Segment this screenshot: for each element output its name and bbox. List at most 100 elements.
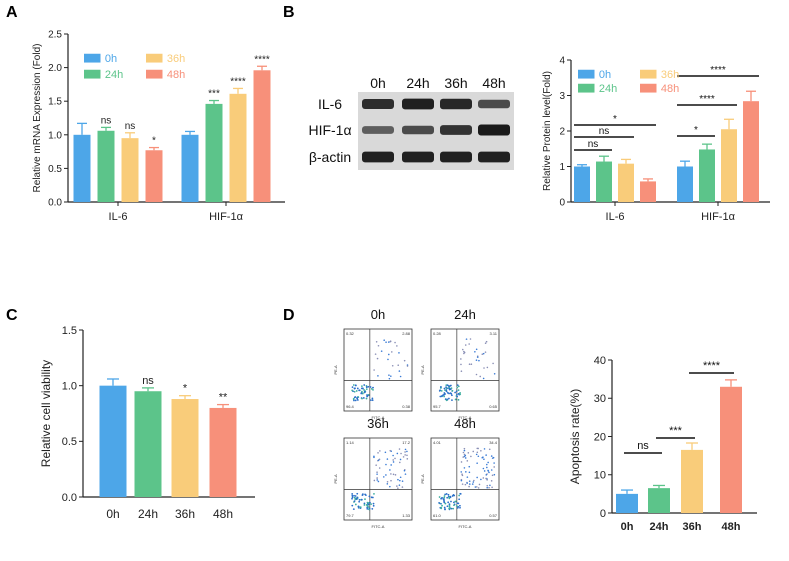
flow-dot [384,451,387,454]
flow-dot [351,389,354,392]
flow-dot [476,476,478,479]
flow-dot [364,391,366,394]
blot-band [362,98,394,110]
western-blot: 0h 24h 36h 48h IL-6 HIF-1α β-actin [308,75,514,170]
chart-a: 0.0 0.5 1.0 1.5 2.0 2.5 Relative mRNA Expressi… [32,30,285,223]
flow-dot [376,473,378,475]
flow-dot [448,496,450,499]
flow-dot [385,341,387,343]
flow-dot [456,393,458,396]
flow-dot [373,479,376,482]
b-bracket-label: **** [699,94,715,105]
chart-d: 0 10 20 30 40 Apoptosis rate(%) 0h 24h 36h 48h ns *… [568,355,757,533]
d-y-tick-label: 10 [594,470,606,482]
flow-dot [475,486,478,488]
flow-dot [457,398,460,401]
a-significance: ns [125,121,136,132]
flow-dot [469,338,472,340]
b-legend-swatch [640,69,657,79]
flow-dot [404,448,407,451]
flow-dot [379,450,381,452]
flow-dot [490,455,493,457]
d-bar [720,386,742,513]
flow-dot [440,386,442,388]
flow-dot [353,496,356,499]
flow-dot [468,471,471,474]
c-significance: * [183,383,188,395]
flow-dot [476,447,479,450]
flow-dot [457,389,460,392]
c-significance: ns [142,375,154,387]
flow-dot [399,476,402,479]
flow-x-label: FITC-A [459,524,472,529]
a-y-tick-label: 2.5 [48,30,62,41]
b-bracket-label: * [694,125,698,136]
flow-dot [466,482,468,484]
flow-dot [489,484,491,487]
d-y-tick-label: 40 [594,355,606,367]
flow-dot [386,458,389,460]
flow-dot [354,387,356,390]
a-significance: **** [230,76,246,87]
flow-dot [475,359,478,361]
flow-dot [390,351,393,353]
c-x-tick-label: 0h [106,507,119,521]
flow-dot [440,507,443,510]
flow-dot [371,507,374,510]
flow-dot [483,367,485,369]
flow-y-label: PE-A [420,474,425,484]
flow-dot [361,387,364,390]
flow-dot [443,499,445,502]
flow-dot [458,494,461,497]
flow-dot [460,370,463,373]
b-bar [699,149,715,202]
flow-q4-value: 61.0 [433,513,442,518]
b-legend-label: 0h [599,69,611,81]
flow-dot [468,485,470,488]
a-y-tick-label: 2.0 [48,63,62,74]
flow-dot [368,508,371,511]
flow-dot [483,470,486,472]
flow-dot [452,507,455,510]
d-x-tick-label: 24h [650,521,669,533]
flow-dot [397,478,399,481]
a-bar [181,134,199,202]
panel-label-d: D [283,307,295,324]
flow-dot [451,389,454,392]
flow-q2-value: 34.4 [489,440,498,445]
b-legend-swatch [578,69,595,79]
flow-dot [470,363,473,366]
panel-label-c: C [6,307,18,324]
d-x-tick-label: 48h [722,521,741,533]
flow-dot [485,477,487,480]
flow-dot [363,504,366,506]
flow-dot [438,496,441,498]
flow-dot [376,471,378,473]
b-legend-label: 36h [661,69,679,81]
flow-dot [374,353,377,355]
flow-dot [493,372,496,375]
a-bar [121,138,139,202]
flow-dot [441,504,443,507]
flow-dot [360,498,363,501]
d-y-tick-label: 20 [594,431,606,443]
flow-dot [453,504,455,507]
flow-dot [389,469,391,471]
flow-q3-value: 0.65 [489,404,498,409]
a-legend-label: 0h [105,53,117,65]
flow-dot [483,458,485,460]
flow-plot-frame [430,328,500,412]
d-bar [681,449,703,513]
flow-dot [397,487,399,489]
flow-dot [354,495,357,497]
flow-dot [452,493,455,496]
flow-dot [459,493,462,495]
flow-dot [353,494,355,497]
flow-dot [482,352,485,355]
flow-dot [474,486,477,488]
flow-dot [375,341,378,343]
a-legend-label: 36h [167,53,185,65]
flow-dot [464,454,467,457]
flow-dot [443,500,445,503]
flow-plot-title: 0h [371,307,385,322]
